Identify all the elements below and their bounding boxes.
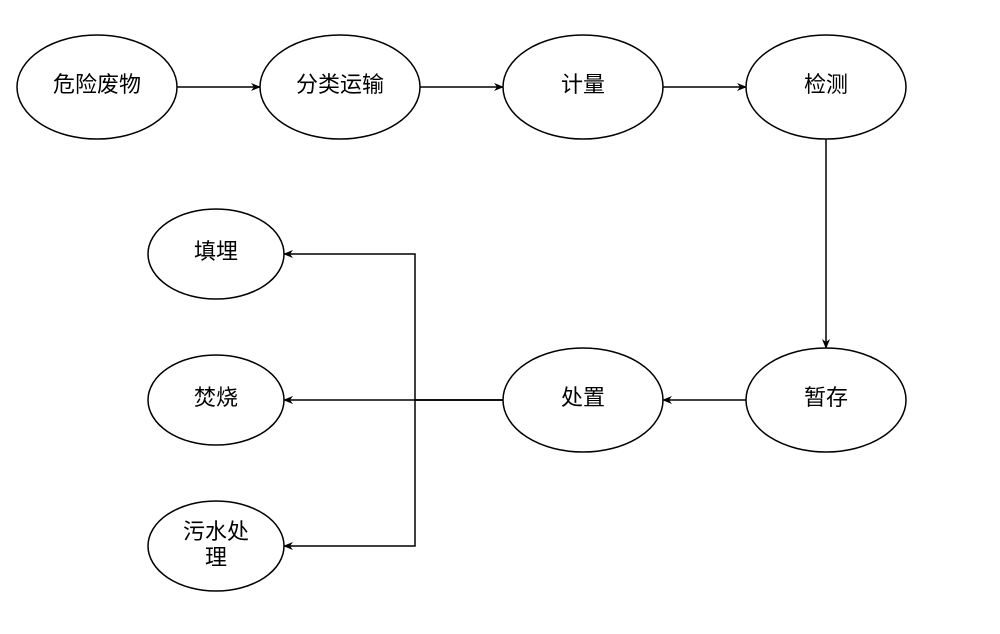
node-label-n6: 处置 — [561, 385, 605, 410]
nodes-group: 危险废物 分类运输 计量 检测暂存 处置 填埋焚烧污水处理 — [17, 35, 906, 591]
node-label-n2: 分类运输 — [296, 72, 384, 97]
node-label-n5: 暂存 — [804, 385, 848, 410]
flowchart-canvas: 危险废物 分类运输 计量 检测暂存 处置 填埋焚烧污水处理 — [0, 0, 1000, 634]
node-label-n1: 危险废物 — [53, 72, 141, 97]
node-n3: 计量 — [503, 35, 663, 139]
node-n5: 暂存 — [746, 348, 906, 452]
node-n8: 焚烧 — [148, 355, 284, 445]
edge-n6-n9 — [284, 400, 503, 546]
node-label-n3: 计量 — [561, 72, 605, 97]
node-n7: 填埋 — [148, 209, 284, 299]
edge-n6-n7 — [284, 254, 503, 400]
node-n4: 检测 — [746, 35, 906, 139]
node-n6: 处置 — [503, 348, 663, 452]
node-label-n4: 检测 — [804, 72, 848, 97]
edges-group — [177, 87, 826, 546]
node-label-n7: 填埋 — [194, 239, 238, 264]
node-label-n8: 焚烧 — [194, 385, 238, 410]
node-n9: 污水处理 — [148, 501, 284, 591]
node-n2: 分类运输 — [260, 35, 420, 139]
node-label-n9-line1: 污水处 — [183, 519, 249, 544]
node-label-n9-line2: 理 — [205, 545, 227, 570]
node-n1: 危险废物 — [17, 35, 177, 139]
